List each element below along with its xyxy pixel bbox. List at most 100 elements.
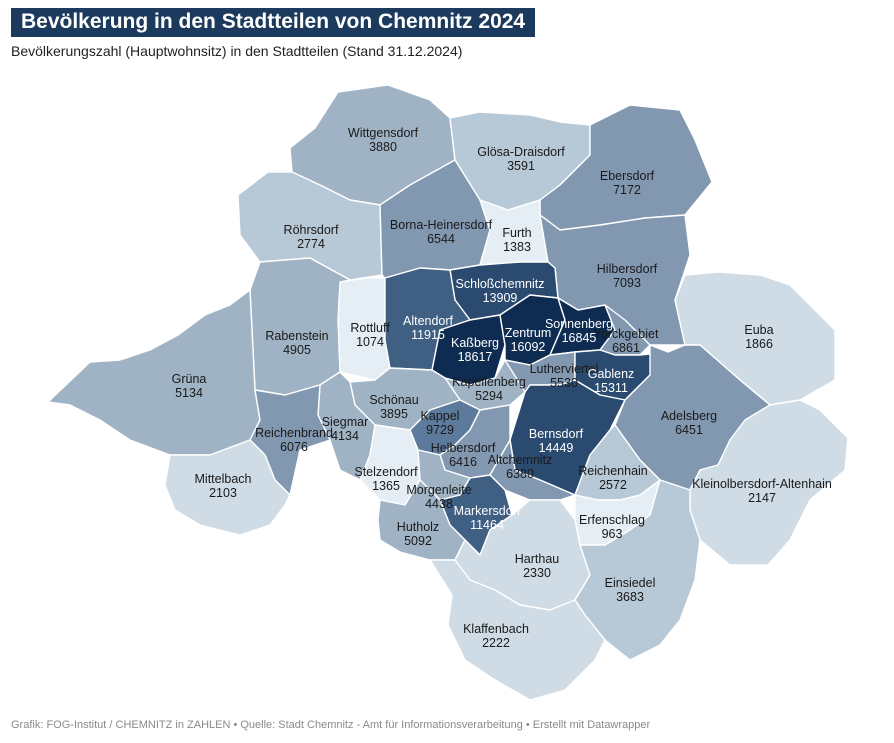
district-value: 16845	[562, 331, 597, 345]
district-name: Yorckgebiet	[594, 327, 659, 341]
district-name: Rottluff	[350, 321, 390, 335]
district-name: Mittelbach	[195, 472, 252, 486]
district-name: Siegmar	[322, 415, 369, 429]
district-name: Markersdorf	[454, 504, 521, 518]
district-value: 3895	[380, 407, 408, 421]
district-mittelbach[interactable]	[164, 439, 291, 536]
district-kleinolbersdorf-altenhain[interactable]	[689, 399, 849, 566]
district-name: Altendorf	[403, 314, 454, 328]
district-name: Helbersdorf	[431, 441, 496, 455]
district-name: Hutholz	[397, 520, 439, 534]
district-name: Kleinolbersdorf-Altenhain	[692, 477, 832, 491]
district-value: 6076	[280, 440, 308, 454]
district-name: Sonnenberg	[545, 317, 613, 331]
district-name: Furth	[502, 226, 531, 240]
district-value: 2222	[482, 636, 510, 650]
district-name: Schloßchemnitz	[456, 277, 545, 291]
district-name: Schönau	[369, 393, 418, 407]
district-gruena[interactable]	[47, 289, 261, 456]
district-name: Grüna	[172, 372, 207, 386]
district-value: 3880	[369, 140, 397, 154]
district-klaffenbach[interactable]	[429, 559, 606, 701]
district-name: Erfenschlag	[579, 513, 645, 527]
district-name: Borna-Heinersdorf	[390, 218, 493, 232]
district-value: 6416	[449, 455, 477, 469]
district-name: Rabenstein	[265, 329, 328, 343]
district-value: 1074	[356, 335, 384, 349]
district-value: 963	[602, 527, 623, 541]
district-value: 1365	[372, 479, 400, 493]
district-value: 5092	[404, 534, 432, 548]
district-value: 1866	[745, 337, 773, 351]
district-value: 7172	[613, 183, 641, 197]
district-value: 16092	[511, 340, 546, 354]
district-name: Reichenhain	[578, 464, 648, 478]
district-name: Morgenleite	[406, 483, 471, 497]
district-name: Harthau	[515, 552, 560, 566]
district-value: 4438	[425, 497, 453, 511]
district-name: Kappel	[421, 409, 460, 423]
map-title: Bevölkerung in den Stadtteilen von Chemn…	[11, 8, 536, 37]
district-name: Einsiedel	[605, 576, 656, 590]
district-name: Reichenbrand	[255, 426, 333, 440]
district-name: Klaffenbach	[463, 622, 529, 636]
source-footer: Grafik: FOG-Institut / CHEMNITZ in ZAHLE…	[11, 719, 651, 731]
district-value: 3683	[616, 590, 644, 604]
district-name: Ebersdorf	[600, 169, 655, 183]
district-name: Bernsdorf	[529, 427, 584, 441]
district-value: 5530	[550, 376, 578, 390]
district-value: 18617	[458, 350, 493, 364]
district-name: Altchemnitz	[488, 453, 553, 467]
district-name: Gablenz	[588, 367, 635, 381]
district-name: Glösa-Draisdorf	[477, 145, 565, 159]
district-value: 5294	[475, 389, 503, 403]
district-name: Zentrum	[505, 326, 552, 340]
district-value: 5134	[175, 386, 203, 400]
district-value: 6861	[612, 341, 640, 355]
district-value: 4134	[331, 429, 359, 443]
district-value: 6544	[427, 232, 455, 246]
district-value: 2330	[523, 566, 551, 580]
district-name: Euba	[744, 323, 773, 337]
district-name: Wittgensdorf	[348, 126, 419, 140]
district-name: Kapellenberg	[452, 375, 526, 389]
district-value: 2147	[748, 491, 776, 505]
district-name: Kaßberg	[451, 336, 499, 350]
district-name: Hilbersdorf	[597, 262, 658, 276]
district-value: 1383	[503, 240, 531, 254]
district-name: Lutherviertel	[530, 362, 599, 376]
district-value: 4905	[283, 343, 311, 357]
district-value: 3591	[507, 159, 535, 173]
